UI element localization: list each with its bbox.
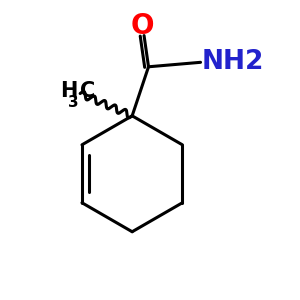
Text: C: C [80, 81, 95, 100]
Text: NH2: NH2 [202, 49, 264, 75]
Text: O: O [131, 12, 154, 40]
Text: H: H [60, 81, 77, 100]
Text: 3: 3 [68, 95, 79, 110]
